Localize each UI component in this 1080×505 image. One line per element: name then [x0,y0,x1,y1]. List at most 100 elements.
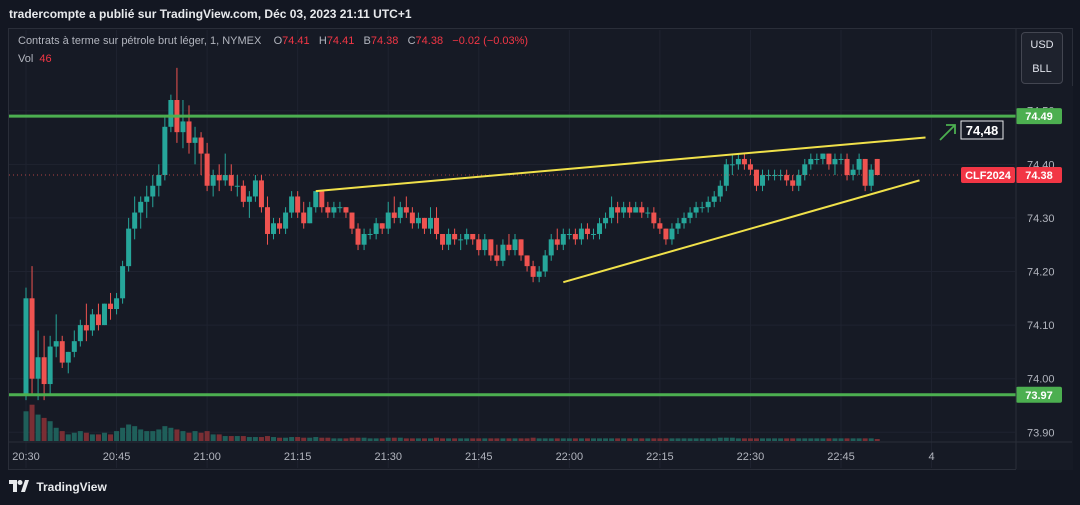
candle-body[interactable] [47,346,53,385]
candle-body[interactable] [162,126,168,176]
candle-body[interactable] [452,233,458,240]
candle-body[interactable] [234,185,240,187]
candle-body[interactable] [120,266,126,299]
candle-body[interactable] [337,207,343,209]
candle-body[interactable] [29,298,35,379]
candle-body[interactable] [222,175,228,181]
candle-body[interactable] [252,180,258,197]
candle-body[interactable] [856,158,862,170]
candle-body[interactable] [186,121,192,143]
candle-body[interactable] [132,212,138,229]
candle-body[interactable] [83,325,89,331]
candle-body[interactable] [597,223,603,234]
candle-body[interactable] [95,314,101,326]
candle-body[interactable] [138,201,144,213]
candle-body[interactable] [741,158,747,165]
candle-body[interactable] [584,228,590,234]
candle-body[interactable] [663,228,669,240]
candle-body[interactable] [844,158,850,176]
candle-body[interactable] [681,217,687,224]
candle-body[interactable] [675,223,681,229]
candle-body[interactable] [687,212,693,218]
candle-body[interactable] [156,175,162,186]
candle-body[interactable] [427,217,433,229]
candle-body[interactable] [760,175,766,186]
candle-body[interactable] [415,217,421,224]
candle-body[interactable] [301,212,307,224]
candle-body[interactable] [240,185,246,202]
candle-body[interactable] [633,207,639,213]
unit-button[interactable]: BLL [1032,63,1052,75]
candle-body[interactable] [796,175,802,186]
candle-body[interactable] [464,233,470,240]
candle-body[interactable] [246,196,252,202]
candle-body[interactable] [536,271,542,277]
candle-body[interactable] [838,158,844,160]
candle-body[interactable] [627,207,633,213]
candle-body[interactable] [735,158,741,165]
candle-body[interactable] [470,233,476,240]
candle-body[interactable] [361,233,367,245]
candle-body[interactable] [150,185,156,197]
candle-body[interactable] [89,314,95,331]
candle-body[interactable] [289,196,295,213]
candle-body[interactable] [101,303,107,326]
currency-button[interactable]: USD [1030,39,1054,51]
candle-body[interactable] [609,207,615,218]
candle-body[interactable] [53,341,59,347]
candle-body[interactable] [506,244,512,251]
candle-body[interactable] [421,217,427,229]
candle-body[interactable] [784,175,790,181]
candle-body[interactable] [331,207,337,213]
candle-body[interactable] [772,175,778,177]
candle-body[interactable] [71,341,77,352]
candle-body[interactable] [603,217,609,224]
candle-body[interactable] [621,207,627,213]
candle-body[interactable] [590,233,596,235]
candle-body[interactable] [446,233,452,245]
candle-body[interactable] [114,298,120,310]
candle-body[interactable] [319,191,325,208]
candle-body[interactable] [500,244,506,261]
candle-body[interactable] [192,137,198,143]
candle-body[interactable] [180,121,186,133]
candle-body[interactable] [554,239,560,245]
candle-body[interactable] [766,175,772,177]
candle-body[interactable] [440,233,446,245]
candle-body[interactable] [35,357,41,379]
chart-area[interactable] [8,28,1073,470]
candle-body[interactable] [397,207,403,218]
candle-body[interactable] [832,158,838,165]
candle-body[interactable] [814,158,820,160]
candle-body[interactable] [572,233,578,240]
candle-body[interactable] [126,228,132,267]
candle-body[interactable] [850,169,856,176]
candle-body[interactable] [228,175,234,186]
candle-body[interactable] [717,185,723,197]
candle-body[interactable] [488,239,494,256]
candle-body[interactable] [512,239,518,251]
candle-body[interactable] [198,137,204,154]
candle-body[interactable] [277,223,283,229]
candle-body[interactable] [77,325,83,342]
candle-body[interactable] [524,255,530,267]
candle-body[interactable] [615,207,621,213]
candle-body[interactable] [210,175,216,186]
candle-body[interactable] [403,207,409,213]
candle-body[interactable] [530,266,536,277]
candle-body[interactable] [343,207,349,213]
candle-body[interactable] [548,239,554,256]
candle-body[interactable] [482,239,488,251]
candle-body[interactable] [355,228,361,245]
annotation-box[interactable] [960,120,1004,140]
candle-body[interactable] [729,164,735,166]
candle-body[interactable] [669,228,675,240]
candle-body[interactable] [295,196,301,213]
symbol-name[interactable]: Contrats à terme sur pétrole brut léger,… [18,35,262,47]
candle-body[interactable] [868,169,874,186]
candle-body[interactable] [518,239,524,256]
candle-body[interactable] [723,164,729,186]
candle-body[interactable] [578,228,584,240]
candle-body[interactable] [391,212,397,218]
